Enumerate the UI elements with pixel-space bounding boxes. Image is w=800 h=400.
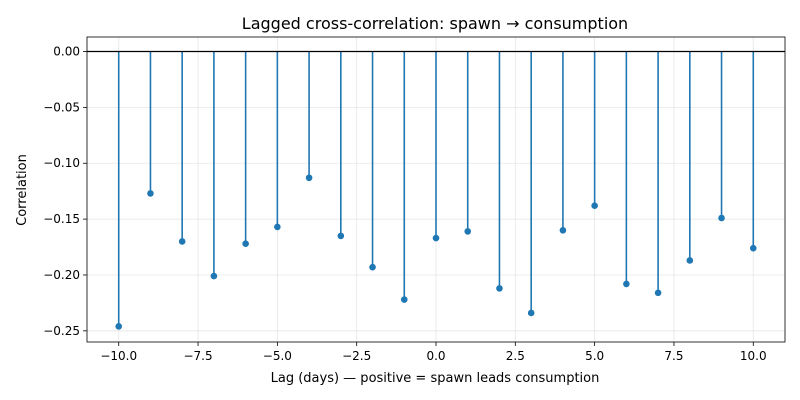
stem-marker (464, 228, 472, 235)
y-tick-label: −0.20 (43, 268, 80, 282)
x-tick-label: 0.0 (426, 349, 445, 363)
stem-marker (147, 190, 154, 197)
y-tick-label: −0.25 (43, 324, 80, 338)
x-tick-label: −2.5 (342, 349, 371, 363)
x-axis-label: Lag (days) — positive = spawn leads cons… (271, 371, 600, 386)
stem-marker (718, 214, 725, 222)
data-markers (115, 174, 757, 330)
stem-marker (274, 223, 281, 231)
x-tick-label: 7.5 (664, 349, 683, 363)
y-tick-label: −0.05 (43, 100, 80, 114)
stem-marker (210, 272, 218, 280)
y-axis-label: Correlation (15, 154, 30, 226)
x-tick-label: −5.0 (263, 349, 292, 363)
stem-marker (432, 234, 440, 242)
stem-marker (654, 289, 662, 297)
y-tick-label: −0.15 (43, 212, 80, 226)
y-axis-ticks: 0.00 −0.05 −0.10 −0.15 −0.20 −0.25 (43, 45, 87, 338)
x-tick-label: 10.0 (740, 349, 767, 363)
stem-marker (337, 232, 345, 240)
y-tick-label: −0.10 (43, 156, 80, 170)
stem-marker (115, 323, 123, 330)
stem-marker (559, 226, 567, 234)
stem-marker (623, 280, 630, 288)
stem-marker (527, 309, 535, 317)
stem-marker (591, 202, 598, 209)
y-tick-label: 0.00 (53, 45, 80, 59)
x-axis-ticks: −10.0 −7.5 −5.0 −2.5 0.0 2.5 5.0 7.5 10.0 (100, 342, 767, 363)
stem-marker (400, 296, 408, 303)
stem-marker (749, 244, 757, 252)
stem-marker (496, 285, 503, 292)
stem-marker (242, 240, 249, 247)
stem-marker (686, 257, 694, 264)
x-tick-label: −7.5 (183, 349, 212, 363)
stem-marker (369, 263, 376, 271)
stem-marker (178, 238, 186, 245)
x-tick-label: −10.0 (100, 349, 137, 363)
x-tick-label: 2.5 (506, 349, 525, 363)
stem-marker (305, 174, 313, 182)
data-stems (117, 51, 755, 327)
x-tick-label: 5.0 (585, 349, 604, 363)
chart-title: Lagged cross-correlation: spawn → consum… (242, 14, 628, 33)
